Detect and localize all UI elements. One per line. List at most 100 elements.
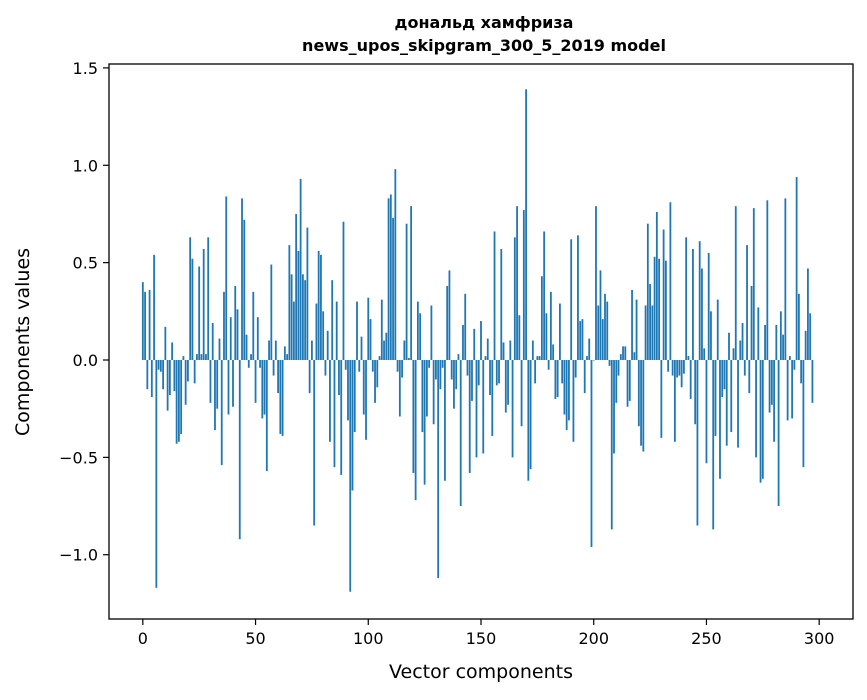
bar: [777, 360, 780, 507]
bar: [601, 319, 604, 360]
bar: [734, 206, 737, 360]
bar: [387, 198, 390, 360]
bar: [685, 237, 688, 360]
bar: [597, 305, 600, 360]
bar: [356, 301, 358, 360]
y-tick-label: −1.0: [59, 546, 98, 565]
x-tick-label: 150: [466, 629, 497, 648]
bar: [329, 360, 331, 442]
bar: [216, 360, 219, 409]
bar: [606, 301, 609, 360]
bar: [279, 360, 282, 434]
bar: [477, 360, 480, 386]
bar: [782, 334, 785, 360]
bar: [613, 360, 615, 454]
bar: [617, 360, 620, 376]
x-tick-label: 250: [691, 629, 722, 648]
bar: [241, 198, 243, 360]
bar: [588, 338, 591, 360]
bar: [335, 301, 338, 360]
bar: [177, 360, 180, 442]
bar: [500, 249, 503, 360]
bar: [466, 360, 469, 376]
bar: [694, 360, 697, 425]
bar: [455, 360, 458, 390]
bar: [214, 360, 216, 431]
bar: [570, 239, 573, 360]
bar: [394, 169, 397, 360]
bar: [141, 282, 144, 360]
bar: [189, 237, 192, 360]
bar: [459, 360, 462, 507]
bar: [635, 299, 638, 360]
bar: [667, 360, 670, 372]
bar: [507, 360, 509, 405]
x-tick-label: 100: [353, 629, 384, 648]
bar: [710, 311, 712, 360]
bar: [182, 356, 185, 360]
bar: [283, 346, 286, 360]
bar: [559, 303, 561, 360]
bar: [295, 213, 298, 360]
bar: [538, 356, 541, 360]
bar: [292, 301, 295, 360]
bar: [360, 336, 363, 360]
bar: [250, 354, 252, 360]
bar: [166, 360, 169, 411]
bar: [552, 344, 555, 360]
bar: [651, 305, 654, 360]
bar: [646, 223, 649, 360]
bar: [171, 342, 174, 360]
bar: [545, 313, 548, 360]
bar: [484, 356, 487, 360]
bar: [653, 256, 656, 360]
bar: [475, 360, 478, 458]
bar: [410, 206, 413, 360]
bar: [428, 360, 431, 368]
bar: [811, 360, 814, 403]
bar: [662, 229, 665, 360]
bar: [549, 291, 552, 360]
bar: [245, 334, 248, 360]
bar: [344, 360, 347, 370]
bar: [741, 323, 744, 360]
bar: [159, 360, 162, 372]
bar: [320, 254, 322, 360]
bar: [317, 250, 320, 360]
bar: [184, 360, 187, 405]
bar: [392, 217, 394, 360]
bar: [743, 360, 746, 376]
bar: [389, 194, 392, 360]
bar: [513, 237, 516, 360]
bar: [504, 360, 507, 413]
bar: [175, 360, 178, 444]
bar: [664, 260, 667, 360]
bar: [412, 360, 415, 473]
bar: [471, 360, 473, 401]
bar: [416, 301, 419, 360]
bar: [380, 299, 383, 360]
bar: [196, 354, 198, 360]
bar: [628, 360, 631, 401]
bar: [340, 360, 343, 475]
bar: [462, 324, 464, 360]
bar: [692, 249, 694, 360]
bar: [565, 360, 568, 431]
bar: [748, 360, 751, 394]
bar: [401, 360, 403, 378]
bar: [162, 360, 165, 390]
bar: [655, 212, 658, 360]
bar: [495, 360, 498, 386]
bar: [308, 360, 311, 394]
bar: [757, 307, 760, 360]
bar: [376, 360, 379, 388]
bar: [403, 340, 406, 360]
bar: [453, 360, 455, 409]
bar: [198, 266, 201, 360]
bar: [164, 326, 167, 360]
bar: [272, 360, 275, 376]
bar: [678, 360, 681, 376]
bar: [604, 293, 606, 360]
